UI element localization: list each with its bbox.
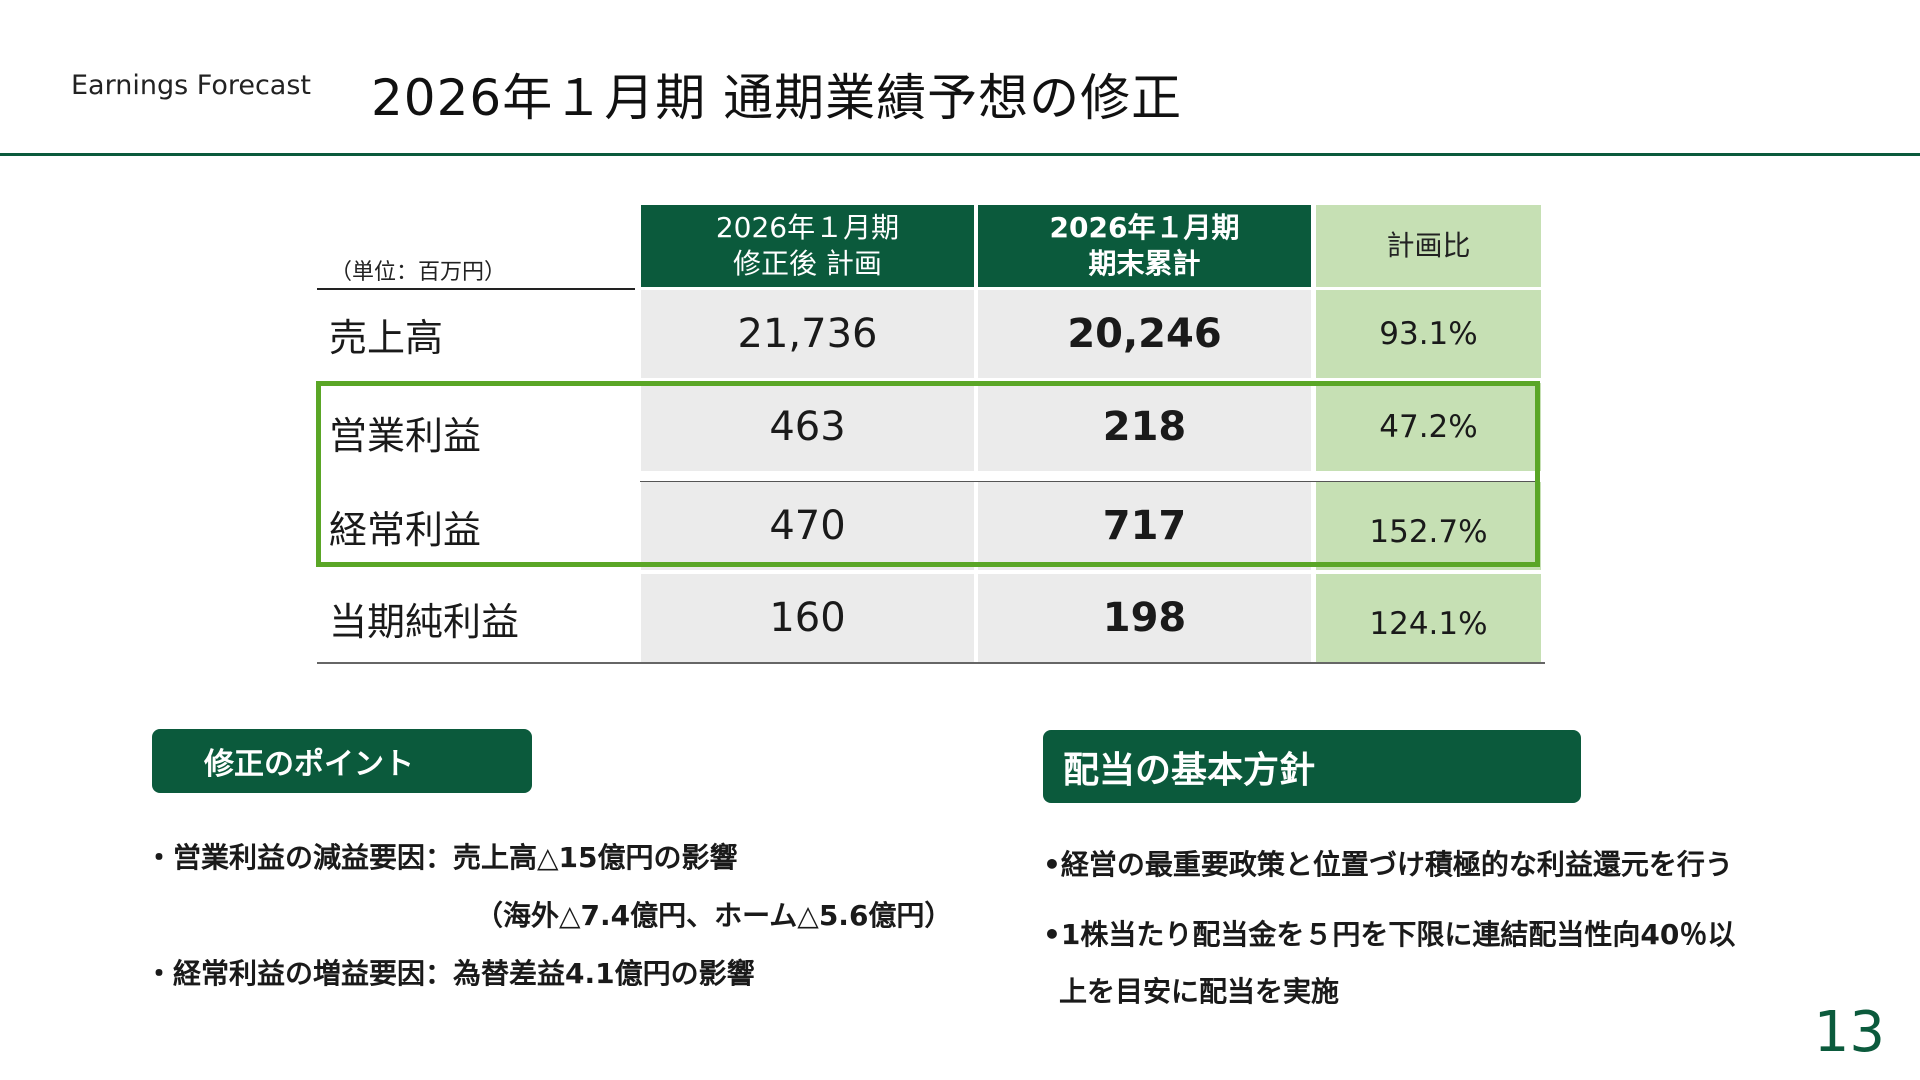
header-subtitle: Earnings Forecast [71,70,311,101]
column-header-actual-line1: 2026年１月期 [1049,211,1240,244]
dividend-point-2-continued: 上を目安に配当を実施 [1059,975,1340,1008]
page-number: 13 [1813,1000,1885,1065]
cell-operating-income-plan: 463 [641,383,974,471]
column-header-actual: 2026年１月期 期末累計 [978,205,1311,287]
cell-sales-plan: 21,736 [641,290,974,378]
row-label-operating-income: 営業利益 [329,414,482,458]
column-header-plan-line1: 2026年１月期 [715,211,900,244]
highlight-box [316,381,1540,567]
cell-net-income-ratio: 124.1% [1316,574,1541,662]
header-divider [0,153,1920,156]
revision-points-heading: 修正のポイント [152,729,532,793]
revision-point-operating-detail: （海外△7.4億円、ホーム△5.6億円） [475,899,953,932]
row-label-sales: 売上高 [329,315,444,360]
cell-operating-income-ratio: 47.2% [1316,383,1541,471]
cell-net-income-plan: 160 [641,574,974,662]
column-header-plan-line2: 修正後 計画 [733,247,882,280]
cell-operating-income-actual: 218 [978,383,1311,471]
revision-points-heading-text: 修正のポイント [204,747,414,782]
dividend-point-1: •経営の最重要政策と位置づけ積極的な利益還元を行う [1043,848,1733,881]
unit-underline [317,288,635,290]
table-bottom-border [317,662,1545,664]
column-header-ratio-label: 計画比 [1386,229,1471,262]
dividend-policy-heading: 配当の基本方針 [1043,730,1581,803]
row-label-net-income: 当期純利益 [329,599,520,644]
cell-ordinary-income-actual: 717 [978,482,1311,570]
cell-ordinary-income-ratio: 152.7% [1316,482,1541,570]
row-label-ordinary-income: 経常利益 [329,507,482,552]
cell-net-income-actual: 198 [978,574,1311,662]
unit-label: （単位：百万円） [330,260,507,285]
cell-ordinary-income-plan: 470 [641,482,974,570]
row-separator [640,481,1540,482]
dividend-point-2: •1株当たり配当金を５円を下限に連結配当性向40％以 [1043,918,1736,951]
column-header-ratio: 計画比 [1316,205,1541,287]
revision-point-operating: ・営業利益の減益要因：売上高△15億円の影響 [145,841,738,874]
column-header-actual-line2: 期末累計 [1088,247,1201,280]
dividend-policy-heading-text: 配当の基本方針 [1063,749,1316,791]
page-title: 2026年１月期 通期業績予想の修正 [371,69,1183,127]
cell-sales-ratio: 93.1% [1316,290,1541,378]
cell-sales-actual: 20,246 [978,290,1311,378]
column-header-plan: 2026年１月期 修正後 計画 [641,205,974,287]
revision-point-ordinary: ・経常利益の増益要因：為替差益4.1億円の影響 [145,957,755,990]
